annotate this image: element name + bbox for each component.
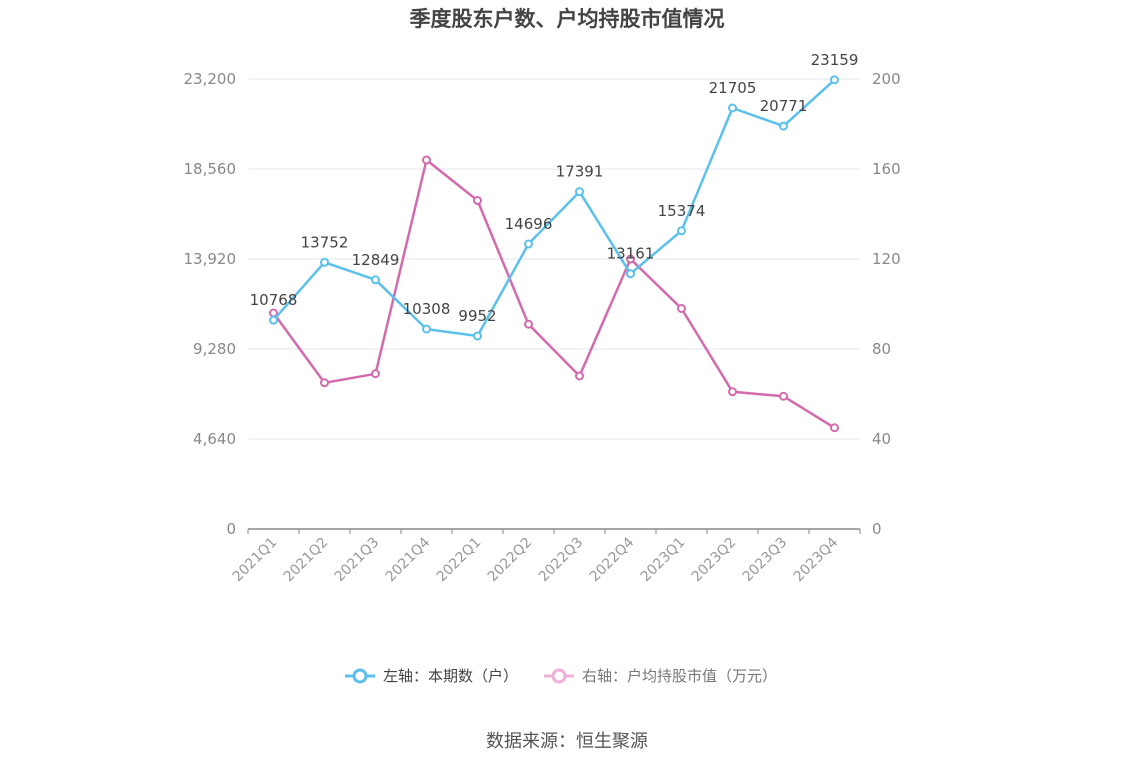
x-axis-tick-label: 2022Q4 [587, 534, 638, 585]
series-line-left [272, 78, 836, 338]
data-point-right [320, 378, 329, 388]
data-point-left [524, 239, 533, 249]
legend-label-right: 右轴：户均持股市值（万元） [582, 667, 777, 685]
legend-item-right[interactable]: 右轴：户均持股市值（万元） [544, 667, 777, 685]
x-axis-tick-label: 2023Q2 [689, 535, 740, 586]
left-axis-tick-label: 9,280 [193, 340, 236, 358]
chart-title: 季度股东户数、户均持股市值情况 [410, 7, 725, 31]
x-axis-tick-label: 2023Q1 [638, 535, 689, 586]
data-point-left [422, 324, 431, 334]
left-axis-tick-label: 4,640 [193, 430, 236, 448]
data-point-right [422, 155, 431, 165]
x-axis-tick-label: 2022Q2 [485, 535, 536, 586]
right-axis-tick-label: 40 [872, 430, 891, 448]
legend-marker-right [551, 668, 567, 684]
data-label: 13161 [607, 245, 655, 263]
right-axis-tick-label: 160 [872, 160, 901, 178]
x-axis-tick-label: 2021Q3 [332, 535, 383, 586]
x-axis-tick-label: 2022Q1 [434, 535, 485, 586]
data-label: 21705 [709, 79, 757, 97]
data-point-left [677, 226, 686, 236]
data-point-right [830, 423, 839, 433]
right-axis-tick-label: 120 [872, 250, 901, 268]
left-axis-tick-label: 13,920 [184, 250, 237, 268]
x-axis-tick-label: 2021Q1 [230, 535, 281, 586]
data-point-left [473, 331, 482, 341]
x-axis-tick-label: 2023Q4 [791, 534, 842, 585]
data-point-left [779, 121, 788, 131]
data-point-right [626, 254, 635, 264]
right-axis-tick-label: 0 [872, 520, 882, 538]
data-point-left [371, 275, 380, 285]
data-point-left [626, 269, 635, 279]
right-axis-tick-label: 200 [872, 70, 901, 88]
legend-label-left: 左轴：本期数（户） [383, 667, 518, 685]
data-point-left [269, 315, 278, 325]
x-axis-tick-label: 2021Q4 [383, 534, 434, 585]
data-point-left [830, 75, 839, 85]
left-axis-tick-label: 0 [226, 520, 236, 538]
data-point-right [779, 391, 788, 401]
axes: 0 0 4,640 40 9,280 80 13,920 120 18,560 160 23,200… [184, 70, 901, 585]
series [269, 75, 839, 433]
left-axis-tick-label: 23,200 [184, 70, 237, 88]
data-label: 13752 [301, 233, 349, 251]
legend: 左轴：本期数（户） 右轴：户均持股市值（万元） [345, 667, 777, 685]
data-label: 15374 [658, 202, 706, 220]
legend-marker-left [352, 668, 368, 684]
data-label: 10768 [250, 291, 298, 309]
x-axis-tick-label: 2022Q3 [536, 535, 587, 586]
data-label: 23159 [811, 51, 859, 69]
x-axis-tick-label: 2021Q2 [281, 535, 332, 586]
right-axis-tick-label: 80 [872, 340, 891, 358]
data-point-left [320, 257, 329, 267]
data-point-right [728, 387, 737, 397]
data-label: 20771 [760, 97, 808, 115]
data-point-right [677, 304, 686, 313]
data-point-right [371, 369, 380, 379]
source-note: 数据来源：恒生聚源 [486, 731, 648, 752]
data-label: 12849 [352, 251, 400, 269]
data-point-left [728, 103, 737, 113]
data-point-left [575, 187, 584, 197]
series-line-right [272, 158, 836, 429]
data-label: 17391 [556, 163, 604, 181]
left-axis-tick-label: 18,560 [184, 160, 237, 178]
data-point-right [473, 196, 482, 205]
data-label: 14696 [505, 215, 553, 233]
x-axis-tick-label: 2023Q3 [740, 535, 791, 586]
data-point-right [575, 371, 584, 381]
data-point-right [524, 319, 533, 329]
legend-item-left[interactable]: 左轴：本期数（户） [345, 667, 518, 685]
data-label: 9952 [458, 307, 496, 325]
grid [248, 78, 860, 440]
data-label: 10308 [403, 300, 451, 318]
